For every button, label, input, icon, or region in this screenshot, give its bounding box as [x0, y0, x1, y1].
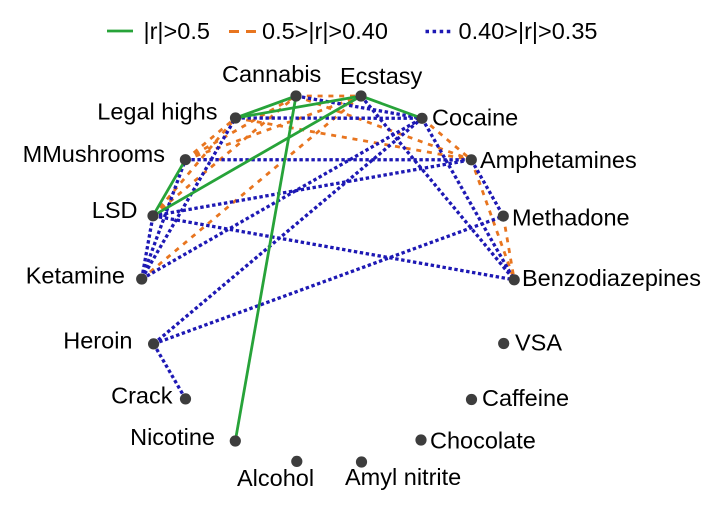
svg-text:Caffeine: Caffeine	[482, 385, 569, 411]
svg-text:Methadone: Methadone	[512, 205, 630, 231]
svg-text:VSA: VSA	[515, 330, 562, 356]
svg-text:|r|>0.5: |r|>0.5	[144, 18, 210, 44]
svg-text:Cocaine: Cocaine	[432, 105, 518, 131]
svg-text:Alcohol: Alcohol	[237, 465, 314, 491]
svg-text:Cannabis: Cannabis	[222, 61, 321, 87]
svg-text:LSD: LSD	[92, 197, 138, 223]
svg-text:Benzodiazepines: Benzodiazepines	[522, 265, 701, 291]
svg-text:Ecstasy: Ecstasy	[340, 63, 423, 89]
svg-text:0.40>|r|>0.35: 0.40>|r|>0.35	[459, 18, 598, 44]
svg-text:Nicotine: Nicotine	[130, 424, 215, 450]
svg-text:Amphetamines: Amphetamines	[480, 147, 637, 173]
svg-text:Heroin: Heroin	[63, 328, 132, 354]
svg-text:Crack: Crack	[111, 383, 173, 409]
svg-text:Ketamine: Ketamine	[26, 263, 125, 289]
svg-text:0.5>|r|>0.40: 0.5>|r|>0.40	[262, 18, 388, 44]
svg-text:Amyl nitrite: Amyl nitrite	[345, 464, 461, 490]
svg-text:MMushrooms: MMushrooms	[23, 141, 165, 167]
svg-text:Legal highs: Legal highs	[97, 99, 217, 125]
svg-text:Chocolate: Chocolate	[430, 428, 536, 454]
